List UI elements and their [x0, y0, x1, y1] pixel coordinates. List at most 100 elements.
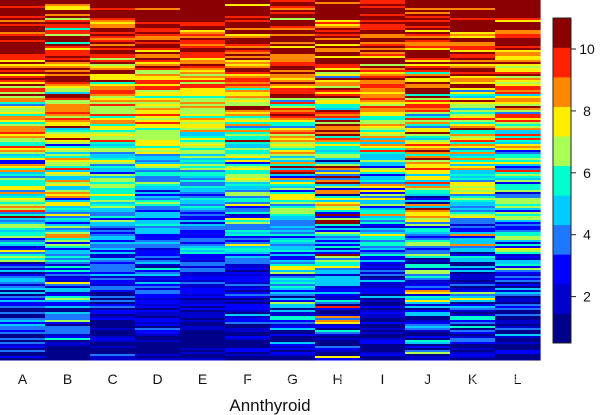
- heatmap-cell: [0, 128, 46, 131]
- heatmap-cell: [315, 282, 361, 285]
- heatmap-cell: [225, 122, 271, 125]
- heatmap-cell: [180, 24, 226, 27]
- heatmap-cell: [360, 226, 406, 229]
- heatmap-cell: [0, 222, 46, 225]
- heatmap-cell: [495, 300, 541, 303]
- heatmap-cell: [270, 8, 316, 11]
- heatmap-cell: [90, 14, 136, 17]
- heatmap-cell: [180, 262, 226, 265]
- heatmap-cell: [270, 254, 316, 257]
- heatmap-cell: [270, 206, 316, 209]
- heatmap-cell: [180, 260, 226, 263]
- heatmap-cell: [45, 318, 91, 321]
- heatmap-cell: [180, 324, 226, 327]
- heatmap-cell: [360, 208, 406, 211]
- heatmap-cell: [315, 206, 361, 209]
- heatmap-cell: [405, 264, 451, 267]
- heatmap-cell: [360, 88, 406, 91]
- heatmap-cell: [0, 252, 46, 255]
- heatmap-cell: [495, 310, 541, 313]
- heatmap-cell: [315, 312, 361, 315]
- heatmap-cell: [135, 224, 181, 227]
- heatmap-cell: [405, 10, 451, 13]
- heatmap-cell: [405, 212, 451, 215]
- heatmap-cell: [225, 322, 271, 325]
- heatmap-cell: [270, 318, 316, 321]
- heatmap-cell: [225, 182, 271, 185]
- heatmap-cell: [225, 208, 271, 211]
- heatmap-cell: [135, 178, 181, 181]
- heatmap-cell: [45, 236, 91, 239]
- heatmap-cell: [90, 122, 136, 125]
- heatmap-cell: [405, 274, 451, 277]
- watermark: On the Evaluation of Unsupervised Outlie…: [245, 364, 605, 386]
- heatmap-cell: [360, 174, 406, 177]
- heatmap-cell: [315, 116, 361, 119]
- heatmap-cell: [135, 204, 181, 207]
- heatmap-cell: [270, 194, 316, 197]
- heatmap-cell: [360, 352, 406, 355]
- heatmap-cell: [0, 292, 46, 295]
- heatmap-cell: [135, 198, 181, 201]
- heatmap-cell: [180, 106, 226, 109]
- heatmap-cell: [90, 172, 136, 175]
- heatmap-cell: [270, 288, 316, 291]
- heatmap-cell: [270, 60, 316, 63]
- heatmap-cell: [360, 270, 406, 273]
- heatmap-cell: [360, 70, 406, 73]
- heatmap-cell: [315, 96, 361, 99]
- heatmap-cell: [225, 0, 271, 3]
- heatmap-cell: [270, 266, 316, 269]
- heatmap-cell: [225, 204, 271, 207]
- heatmap-cell: [360, 122, 406, 125]
- heatmap-cell: [405, 182, 451, 185]
- heatmap-cell: [270, 128, 316, 131]
- heatmap-cell: [45, 126, 91, 129]
- heatmap-cell: [180, 208, 226, 211]
- heatmap-cell: [495, 140, 541, 143]
- heatmap-cell: [45, 320, 91, 323]
- heatmap-cell: [135, 258, 181, 261]
- heatmap-cell: [180, 318, 226, 321]
- heatmap-cell: [90, 96, 136, 99]
- heatmap-cell: [225, 80, 271, 83]
- heatmap-cell: [270, 332, 316, 335]
- heatmap-cell: [0, 348, 46, 351]
- heatmap-cell: [0, 98, 46, 101]
- heatmap-cell: [270, 72, 316, 75]
- heatmap-cell: [315, 260, 361, 263]
- heatmap-cell: [315, 290, 361, 293]
- heatmap-cell: [45, 254, 91, 257]
- heatmap-cell: [90, 208, 136, 211]
- heatmap-cell: [0, 30, 46, 33]
- heatmap-cell: [0, 64, 46, 67]
- heatmap-cell: [405, 258, 451, 261]
- heatmap-cell: [270, 184, 316, 187]
- heatmap-cell: [90, 6, 136, 9]
- heatmap-cell: [0, 242, 46, 245]
- heatmap-cell: [315, 6, 361, 9]
- heatmap-cell: [315, 228, 361, 231]
- heatmap-cell: [360, 94, 406, 97]
- heatmap-cell: [135, 286, 181, 289]
- heatmap-cell: [225, 328, 271, 331]
- heatmap-cell: [135, 230, 181, 233]
- heatmap-cell: [90, 160, 136, 163]
- heatmap-cell: [45, 66, 91, 69]
- heatmap-cell: [360, 108, 406, 111]
- heatmap-cell: [90, 332, 136, 335]
- heatmap-cell: [0, 234, 46, 237]
- heatmap-cell: [495, 358, 541, 361]
- heatmap-cell: [360, 76, 406, 79]
- heatmap-cell: [0, 226, 46, 229]
- heatmap-cell: [315, 256, 361, 259]
- heatmap-cell: [45, 138, 91, 141]
- heatmap-cell: [135, 2, 181, 5]
- heatmap-cell: [90, 174, 136, 177]
- heatmap-cell: [270, 262, 316, 265]
- heatmap-cell: [315, 60, 361, 63]
- heatmap-cell: [360, 62, 406, 65]
- heatmap-cell: [225, 94, 271, 97]
- heatmap-cell: [450, 94, 496, 97]
- heatmap-cell: [405, 136, 451, 139]
